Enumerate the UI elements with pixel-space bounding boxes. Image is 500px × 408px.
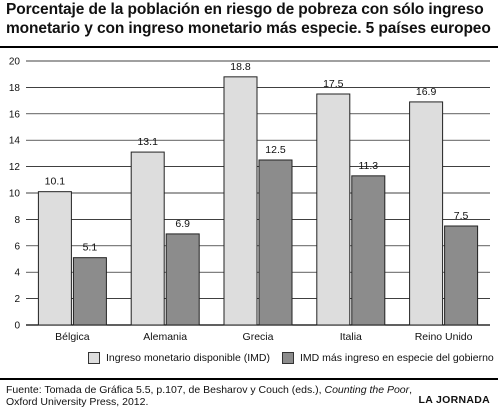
y-tick-label: 8 (14, 215, 20, 226)
source-book-title: Counting the Poor (324, 384, 410, 396)
y-tick-label: 2 (14, 294, 20, 305)
y-tick-label: 20 (9, 57, 21, 68)
data-label: 12.5 (265, 144, 286, 156)
y-tick-label: 10 (9, 189, 21, 200)
data-label: 13.1 (137, 136, 158, 148)
bar (130, 151, 165, 326)
data-label: 6.9 (175, 218, 190, 230)
chart-title: Porcentaje de la población en riesgo de … (6, 0, 496, 38)
legend-swatch-imd-especie (282, 352, 294, 364)
bar (351, 175, 386, 326)
chart-title-line-2: monetario y con ingreso monetario más es… (6, 20, 491, 37)
legend-swatch-imd (88, 352, 100, 364)
source-prefix: Fuente: Tomada de Gráfica 5.5, p.107, de… (6, 384, 325, 396)
y-tick-label: 16 (9, 109, 21, 120)
bar (316, 93, 351, 326)
data-label: 18.8 (230, 61, 251, 73)
source-suffix: , (409, 384, 413, 396)
y-tick-label: 12 (9, 162, 21, 173)
y-tick-label: 6 (14, 241, 20, 252)
brand-logo-text: LA JORNADA (418, 394, 490, 406)
legend-label-imd: Ingreso monetario disponible (IMD) (106, 352, 270, 364)
bar (37, 191, 72, 326)
x-category-label: Grecia (243, 331, 274, 343)
data-label: 16.9 (416, 86, 437, 98)
x-category-label: Reino Unido (415, 331, 473, 343)
bar (165, 233, 200, 326)
y-tick-label: 4 (14, 268, 20, 279)
x-category-label: Italia (340, 331, 362, 343)
y-tick-label: 0 (14, 321, 20, 332)
y-tick-label: 14 (9, 136, 21, 147)
data-label: 11.3 (358, 160, 378, 172)
legend-item-imd: Ingreso monetario disponible (IMD) (88, 352, 270, 364)
bar (223, 76, 258, 326)
bar (258, 159, 293, 326)
y-tick-label: 18 (9, 83, 21, 94)
source-note: Fuente: Tomada de Gráfica 5.5, p.107, de… (6, 384, 426, 408)
legend-item-imd-especie: IMD más ingreso en especie del gobierno (282, 352, 494, 364)
data-label: 7.5 (454, 210, 469, 222)
bar (409, 101, 444, 326)
data-label: 10.1 (45, 176, 66, 188)
data-label: 5.1 (83, 242, 98, 254)
bar (72, 257, 107, 326)
x-category-label: Bélgica (55, 331, 90, 343)
bar (444, 225, 479, 326)
chart-title-line-1: Porcentaje de la población en riesgo de … (6, 1, 484, 18)
data-label: 17.5 (323, 78, 344, 90)
x-category-label: Alemania (143, 331, 187, 343)
legend-label-imd-especie: IMD más ingreso en especie del gobierno (300, 352, 494, 364)
source-publisher: Oxford University Press, 2012. (6, 396, 149, 408)
